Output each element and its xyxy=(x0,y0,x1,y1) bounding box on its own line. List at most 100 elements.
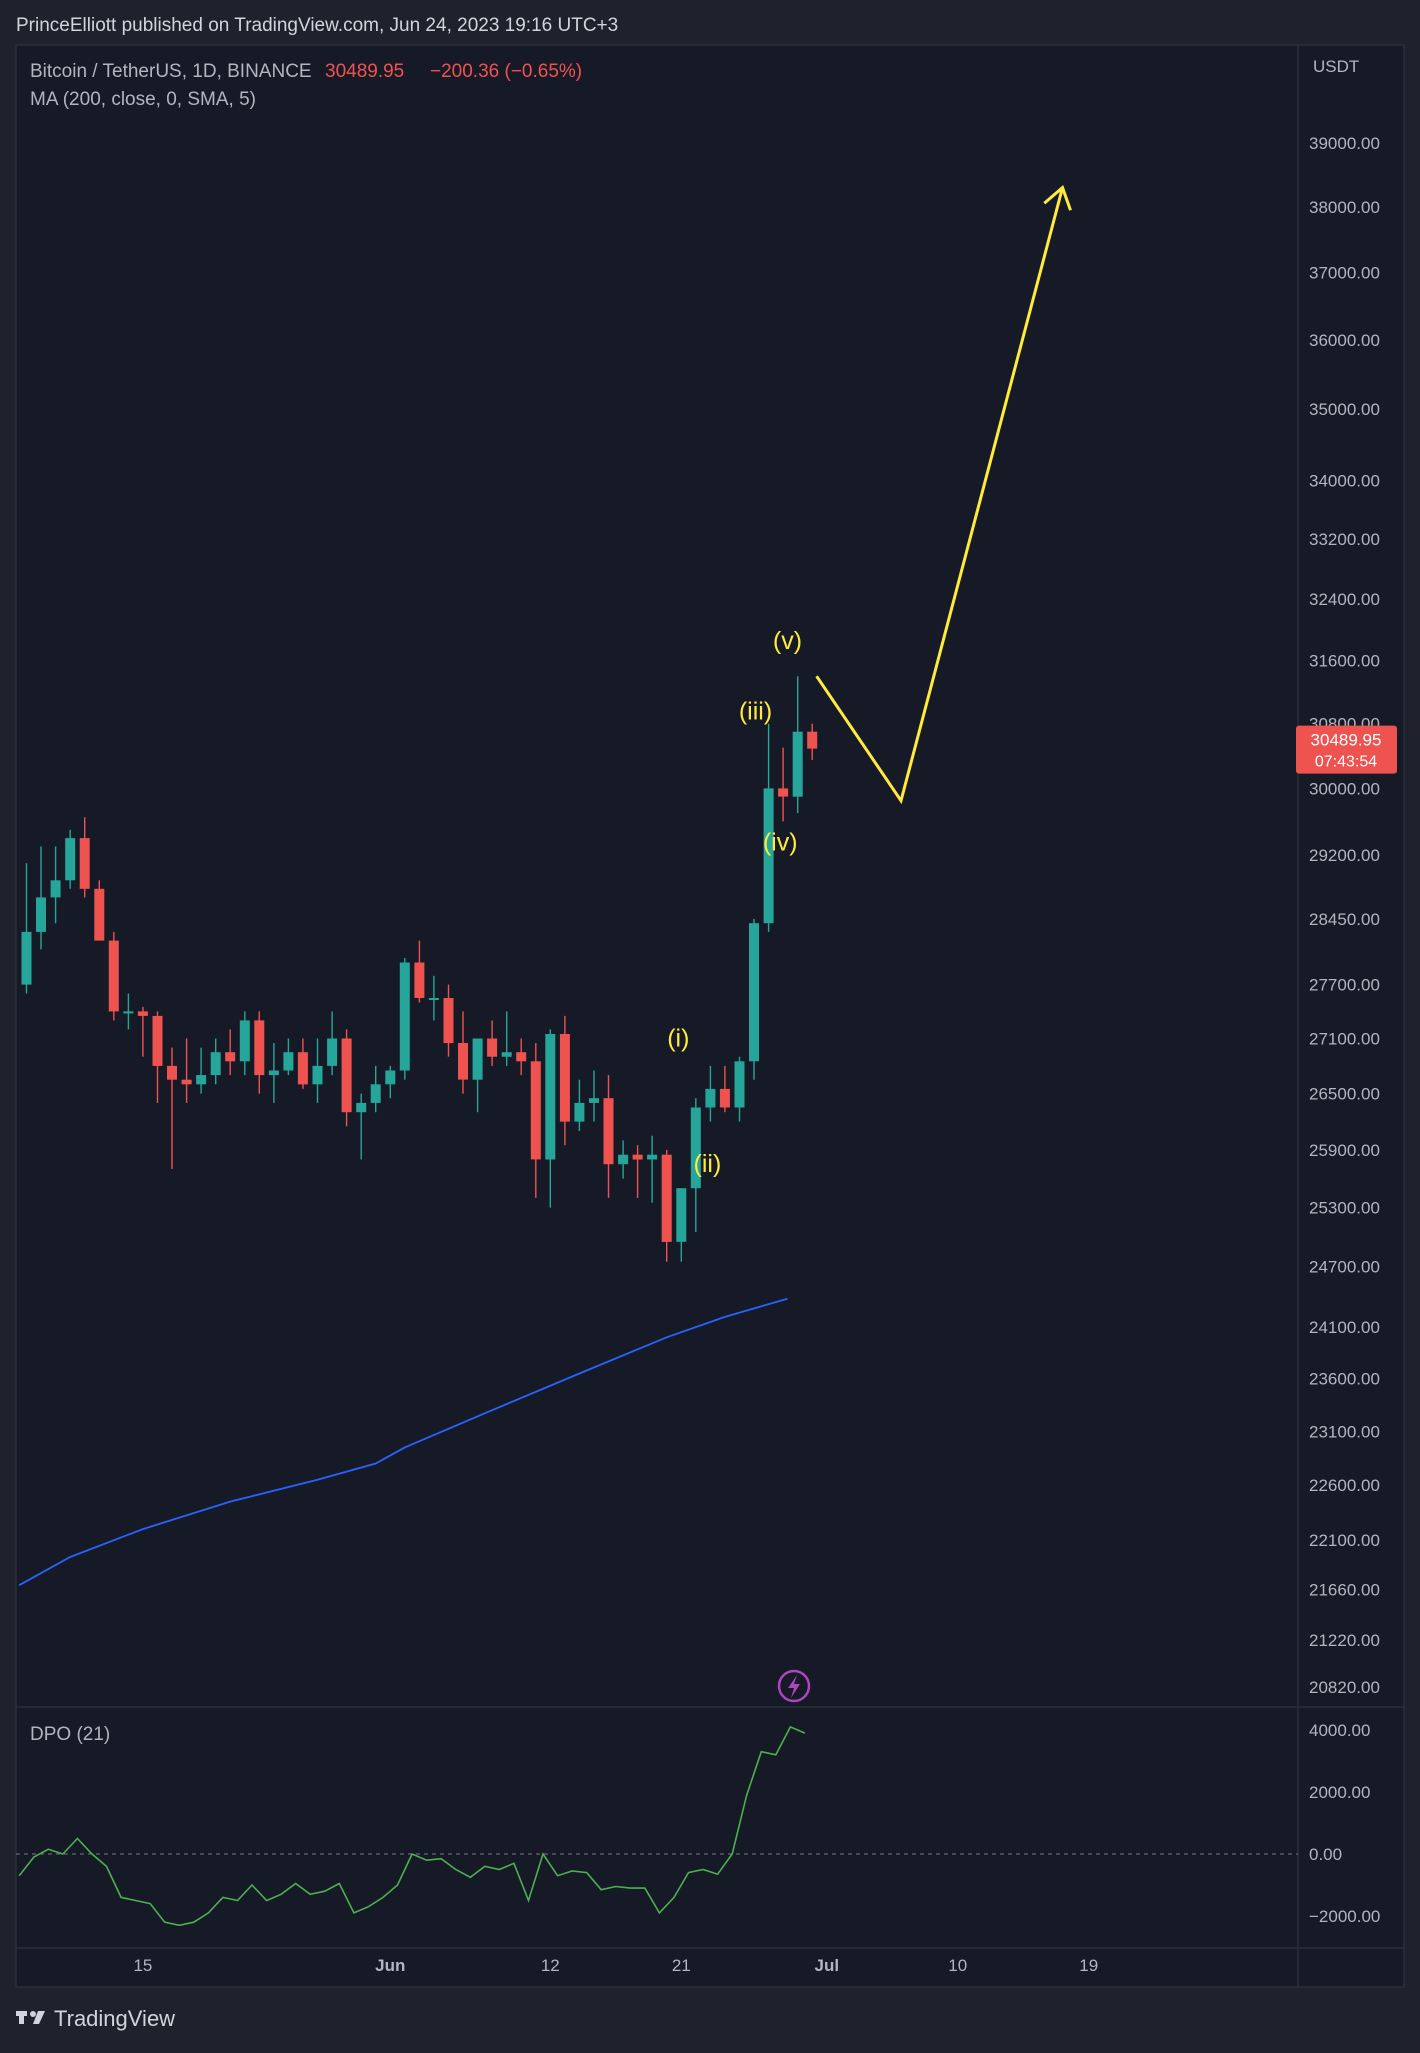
candle-up xyxy=(36,846,46,950)
price-tick-label: 22100.00 xyxy=(1309,1531,1380,1550)
candle-body xyxy=(516,1052,527,1062)
dpo-tick-label: 4000.00 xyxy=(1309,1721,1370,1740)
candle-up xyxy=(268,1043,279,1103)
price-tick-label: 28450.00 xyxy=(1309,910,1380,929)
dpo-series xyxy=(16,1725,1298,1927)
candle-body xyxy=(661,1154,672,1242)
published-by-text: PrinceElliott published on TradingView.c… xyxy=(16,15,618,36)
price-tick-label: 21660.00 xyxy=(1309,1581,1380,1600)
candle-up xyxy=(763,723,774,932)
countdown-value: 07:43:54 xyxy=(1315,754,1377,771)
currency-label[interactable]: USDT xyxy=(1313,57,1359,76)
candle-body xyxy=(239,1020,250,1062)
candle-down xyxy=(167,1047,177,1169)
candle-body xyxy=(778,788,789,797)
price-tick-label: 23600.00 xyxy=(1309,1370,1380,1389)
candle-body xyxy=(370,1084,381,1103)
wave-label: (ii) xyxy=(694,1150,722,1178)
candle-down xyxy=(807,723,818,760)
price-tick-label: 25300.00 xyxy=(1309,1199,1380,1218)
candle-body xyxy=(225,1052,236,1062)
price-axis-ticks[interactable]: 39000.00 38000.00 37000.00 36000.00 35000.00… xyxy=(1309,134,1380,1697)
current-price-tag: 30489.95 07:43:54 xyxy=(1296,725,1397,774)
arrowhead xyxy=(1043,185,1072,211)
candle-body xyxy=(807,731,818,749)
candle-body xyxy=(690,1107,701,1189)
candle-body xyxy=(705,1088,716,1108)
price-tick-label: 39000.00 xyxy=(1309,134,1380,153)
candle-body xyxy=(283,1052,294,1071)
candle-body xyxy=(21,931,32,985)
price-tick-label: 27700.00 xyxy=(1309,976,1380,995)
candle-up xyxy=(21,863,32,994)
candle-body xyxy=(327,1038,338,1066)
candle-up xyxy=(734,1056,745,1122)
dpo-legend[interactable]: DPO (21) xyxy=(30,1724,110,1745)
candle-down xyxy=(414,940,425,1003)
candle-body xyxy=(196,1075,207,1085)
candle-up xyxy=(647,1135,658,1203)
candle-down xyxy=(458,1011,468,1094)
candle-body xyxy=(50,880,61,898)
candle-body xyxy=(167,1065,177,1080)
candle-up xyxy=(749,918,759,1080)
time-tick-label: Jul xyxy=(815,1956,840,1975)
candle-body xyxy=(94,888,105,941)
wave-label: (iv) xyxy=(763,828,798,856)
price-tick-label: 24100.00 xyxy=(1309,1318,1380,1337)
candle-body xyxy=(312,1065,323,1085)
wave-label: (i) xyxy=(667,1025,689,1053)
candle-body xyxy=(341,1038,352,1113)
price-tick-label: 25900.00 xyxy=(1309,1141,1380,1160)
candle-body xyxy=(545,1034,556,1160)
time-axis-ticks[interactable]: 15 Jun 12 21 Jul 10 19 xyxy=(133,1956,1098,1975)
candle-body xyxy=(254,1020,265,1076)
candle-down xyxy=(181,1038,192,1103)
price-tick-label: 33200.00 xyxy=(1309,530,1380,549)
candle-up xyxy=(428,975,439,1021)
candle-down xyxy=(297,1038,308,1089)
time-tick-label: 10 xyxy=(948,1956,967,1975)
candle-body xyxy=(65,838,76,881)
tradingview-brand[interactable]: TradingView xyxy=(54,2006,175,2031)
candle-body xyxy=(458,1043,468,1080)
lightning-icon[interactable] xyxy=(777,1669,811,1703)
candle-body xyxy=(559,1034,570,1122)
time-tick-label: 19 xyxy=(1079,1956,1098,1975)
ma-legend[interactable]: MA (200, close, 0, SMA, 5) xyxy=(30,89,256,110)
candle-body xyxy=(414,962,425,998)
candle-up xyxy=(690,1098,701,1232)
candle-body xyxy=(297,1052,308,1085)
candle-body xyxy=(792,731,803,797)
chart-background xyxy=(16,45,1404,1987)
projection-path xyxy=(815,187,1064,805)
wave-label: (iii) xyxy=(739,698,772,726)
price-tick-label: 23100.00 xyxy=(1309,1422,1380,1441)
candle-up xyxy=(356,1093,367,1160)
candle-body xyxy=(210,1052,221,1076)
candle-down xyxy=(152,1011,163,1103)
candle-down xyxy=(778,747,789,822)
candle-down xyxy=(661,1149,672,1262)
candle-body xyxy=(589,1098,599,1103)
dpo-axis-ticks[interactable]: 4000.00 2000.00 0.00 −2000.00 xyxy=(1309,1721,1380,1926)
candle-up xyxy=(545,1029,556,1208)
current-price-value: 30489.95 xyxy=(1311,731,1382,750)
time-tick-label: 12 xyxy=(541,1956,560,1975)
elliott-wave-labels: (i) (ii) (iii) (iv) (v) xyxy=(667,627,802,1178)
candle-body xyxy=(356,1102,367,1113)
candle-up xyxy=(370,1065,381,1113)
candle-down xyxy=(443,984,454,1057)
price-tick-label: 31600.00 xyxy=(1309,652,1380,671)
candle-body xyxy=(385,1070,396,1085)
dpo-tick-label: 2000.00 xyxy=(1309,1783,1370,1802)
projection-drawing[interactable] xyxy=(815,185,1072,805)
dpo-line xyxy=(18,1725,806,1927)
candle-body xyxy=(108,940,119,1012)
candle-down xyxy=(94,880,105,941)
price-tick-label: 36000.00 xyxy=(1309,331,1380,350)
symbol-legend[interactable]: Bitcoin / TetherUS, 1D, BINANCE xyxy=(30,61,312,82)
candle-body xyxy=(36,897,46,932)
